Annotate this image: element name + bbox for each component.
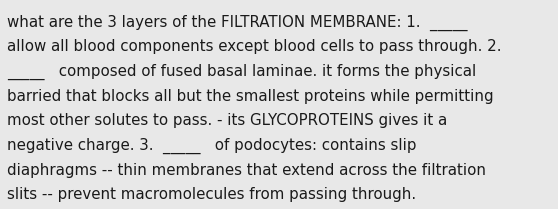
Text: most other solutes to pass. - its GLYCOPROTEINS gives it a: most other solutes to pass. - its GLYCOP… (7, 113, 448, 128)
Text: allow all blood components except blood cells to pass through. 2.: allow all blood components except blood … (7, 39, 502, 54)
Text: negative charge. 3.  _____   of podocytes: contains slip: negative charge. 3. _____ of podocytes: … (7, 138, 417, 154)
Text: slits -- prevent macromolecules from passing through.: slits -- prevent macromolecules from pas… (7, 187, 416, 202)
Text: diaphragms -- thin membranes that extend across the filtration: diaphragms -- thin membranes that extend… (7, 163, 486, 178)
Text: barried that blocks all but the smallest proteins while permitting: barried that blocks all but the smallest… (7, 89, 494, 104)
Text: what are the 3 layers of the FILTRATION MEMBRANE: 1.  _____: what are the 3 layers of the FILTRATION … (7, 15, 468, 31)
Text: _____   composed of fused basal laminae. it forms the physical: _____ composed of fused basal laminae. i… (7, 64, 477, 80)
